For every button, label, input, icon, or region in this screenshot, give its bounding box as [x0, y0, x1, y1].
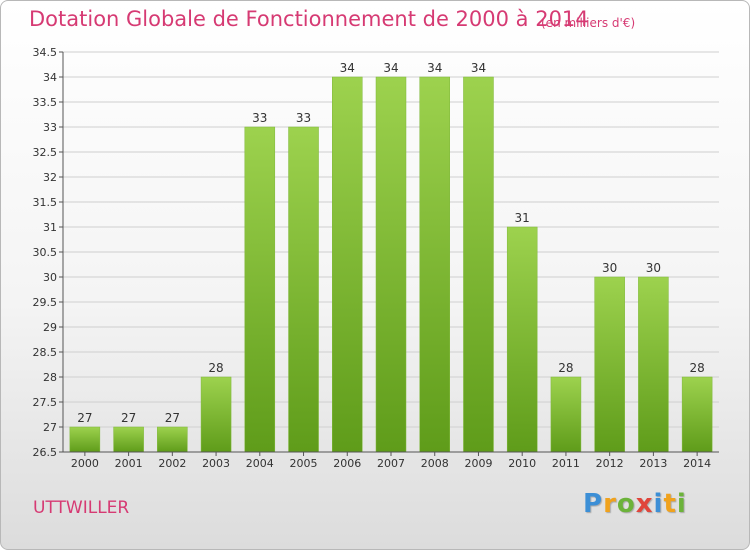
bar — [506, 226, 538, 453]
bar-value-label: 28 — [208, 361, 223, 375]
bar-value-label: 34 — [383, 61, 398, 75]
bar-value-label: 33 — [252, 111, 267, 125]
y-tick-label: 28.5 — [33, 346, 58, 359]
bar — [638, 276, 669, 453]
bar-value-label: 34 — [340, 61, 355, 75]
y-tick-label: 32.5 — [33, 146, 58, 159]
x-tick-label: 2007 — [377, 457, 405, 470]
chart-unit: (en milliers d'€) — [541, 16, 636, 30]
y-tick-label: 29 — [43, 321, 57, 334]
x-tick-label: 2013 — [639, 457, 667, 470]
bar-value-label: 30 — [646, 261, 661, 275]
bars — [69, 76, 713, 453]
x-tick-label: 2003 — [202, 457, 230, 470]
bar-value-label: 27 — [165, 411, 180, 425]
bar-value-label: 28 — [689, 361, 704, 375]
y-tick-label: 27 — [43, 421, 57, 434]
bar — [681, 376, 713, 453]
x-tick-label: 2005 — [290, 457, 318, 470]
x-tick-label: 2009 — [464, 457, 492, 470]
bar-value-label: 31 — [515, 211, 530, 225]
x-tick-label: 2001 — [115, 457, 143, 470]
bar-value-label: 28 — [558, 361, 573, 375]
bar-value-label: 30 — [602, 261, 617, 275]
chart-title: Dotation Globale de Fonctionnement de 20… — [29, 7, 589, 31]
x-tick-label: 2011 — [552, 457, 580, 470]
bar — [419, 76, 450, 453]
x-tick-label: 2002 — [158, 457, 186, 470]
x-tick-label: 2014 — [683, 457, 711, 470]
bar-value-label: 34 — [471, 61, 486, 75]
x-tick-label: 2006 — [333, 457, 361, 470]
bar-value-label: 27 — [77, 411, 92, 425]
bar — [332, 76, 363, 453]
x-tick-label: 2008 — [421, 457, 449, 470]
y-tick-label: 32 — [43, 171, 57, 184]
y-tick-label: 28 — [43, 371, 57, 384]
y-tick-label: 30.5 — [33, 246, 58, 259]
bar-value-label: 34 — [427, 61, 442, 75]
bar — [200, 376, 232, 453]
x-tick-label: 2010 — [508, 457, 536, 470]
bar-value-label: 27 — [121, 411, 136, 425]
bar — [113, 426, 144, 453]
labels: 27 2000 27 2001 27 2002 28 2003 33 2004 33 2005 34 20… — [71, 61, 711, 470]
bar — [550, 376, 582, 453]
bar — [463, 76, 494, 453]
axes: 26.5 27 27.5 28 28.5 29 29.5 30 30.5 31 31.5 32 32.5… — [33, 46, 719, 459]
y-tick-label: 30 — [43, 271, 57, 284]
y-tick-label: 29.5 — [33, 296, 58, 309]
commune-name: UTTWILLER — [33, 498, 130, 518]
y-tick-label: 34 — [43, 71, 57, 84]
y-tick-label: 27.5 — [33, 396, 58, 409]
bar-value-label: 33 — [296, 111, 311, 125]
y-tick-label: 31.5 — [33, 196, 58, 209]
y-tick-label: 34.5 — [33, 46, 58, 59]
x-tick-label: 2000 — [71, 457, 99, 470]
bar — [69, 426, 101, 453]
bar — [288, 126, 319, 453]
y-tick-label: 33.5 — [33, 96, 58, 109]
y-tick-label: 26.5 — [33, 446, 58, 459]
x-tick-label: 2012 — [596, 457, 624, 470]
y-tick-label: 33 — [43, 121, 57, 134]
bar — [157, 426, 188, 453]
y-tick-label: 31 — [43, 221, 57, 234]
bar — [244, 126, 276, 453]
proxiti-logo: Proxiti — [583, 489, 687, 519]
bar — [375, 76, 407, 453]
x-tick-label: 2004 — [246, 457, 274, 470]
bar — [594, 276, 625, 453]
